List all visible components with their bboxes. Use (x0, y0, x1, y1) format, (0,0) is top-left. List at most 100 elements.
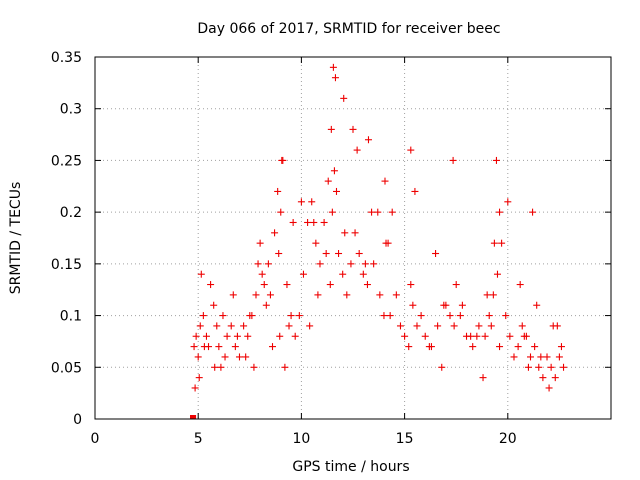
data-point (215, 343, 223, 351)
data-point (353, 146, 361, 154)
data-point (533, 301, 541, 309)
data-points (190, 63, 568, 419)
data-point (557, 343, 565, 351)
y-tick-label: 0.25 (51, 153, 82, 169)
data-point (277, 208, 285, 216)
data-point (289, 218, 297, 226)
y-tick-label: 0.15 (51, 257, 82, 273)
data-point (370, 260, 378, 268)
data-point (244, 332, 252, 340)
data-point (281, 363, 289, 371)
data-point (199, 312, 207, 320)
data-point (456, 312, 464, 320)
data-point (359, 270, 367, 278)
data-point (442, 301, 450, 309)
data-point (276, 332, 284, 340)
data-point (409, 301, 417, 309)
y-tick-label: 0.2 (60, 205, 82, 221)
data-point (231, 343, 239, 351)
grid-lines (95, 57, 611, 419)
data-point (388, 208, 396, 216)
data-point (221, 353, 229, 361)
data-point (258, 270, 266, 278)
data-point (297, 198, 305, 206)
x-tick-label: 0 (91, 431, 100, 447)
data-point (504, 198, 512, 206)
data-point (506, 332, 514, 340)
data-point (361, 260, 369, 268)
chart-title: Day 066 of 2017, SRMTID for receiver bee… (197, 21, 500, 37)
data-point (545, 384, 553, 392)
data-point (274, 187, 282, 195)
data-point (396, 322, 404, 330)
data-point (555, 353, 563, 361)
data-point (349, 125, 357, 133)
data-point (382, 239, 390, 247)
data-point (254, 260, 262, 268)
data-point (492, 156, 500, 164)
data-point (421, 332, 429, 340)
data-point (219, 312, 227, 320)
data-point (211, 363, 219, 371)
x-tick-label: 5 (194, 431, 203, 447)
data-point (438, 363, 446, 371)
data-point (392, 291, 400, 299)
data-point (496, 208, 504, 216)
data-point (510, 353, 518, 361)
data-point (269, 343, 277, 351)
y-tick-label: 0.35 (51, 50, 82, 66)
data-point (341, 229, 349, 237)
data-point (240, 322, 248, 330)
data-point (250, 363, 258, 371)
tick-labels: 0 5 10 15 20 0 0.05 0.1 0.15 0.2 0.25 0.3 0.35 (51, 50, 517, 447)
data-point (458, 301, 466, 309)
data-point (278, 156, 286, 164)
x-tick-label: 10 (292, 431, 310, 447)
data-point (539, 374, 547, 382)
data-point (343, 291, 351, 299)
data-point (308, 198, 316, 206)
data-point (363, 281, 371, 289)
data-point (376, 291, 384, 299)
data-point (518, 322, 526, 330)
data-point (374, 208, 382, 216)
data-point (213, 322, 221, 330)
data-point (543, 353, 551, 361)
data-point (489, 291, 497, 299)
y-axis-label: SRMTID / TECUs (8, 182, 24, 295)
data-point (380, 312, 388, 320)
data-point (340, 94, 348, 102)
data-point (467, 332, 475, 340)
data-point (529, 208, 537, 216)
y-tick-label: 0.3 (60, 102, 82, 118)
data-point (316, 260, 324, 268)
data-point (324, 177, 332, 185)
data-point (407, 281, 415, 289)
data-point (347, 260, 355, 268)
data-point (405, 343, 413, 351)
data-point (312, 239, 320, 247)
data-point (196, 322, 204, 330)
data-point (496, 343, 504, 351)
data-point (326, 281, 334, 289)
data-point (304, 218, 312, 226)
data-point (351, 229, 359, 237)
data-point (191, 384, 199, 392)
data-point (537, 353, 545, 361)
data-point (469, 343, 477, 351)
plot-frame (94, 56, 612, 420)
data-point (207, 281, 215, 289)
data-point (417, 312, 425, 320)
data-point (262, 301, 270, 309)
data-point (407, 146, 415, 154)
data-point (291, 332, 299, 340)
data-point (531, 343, 539, 351)
data-point (535, 363, 543, 371)
data-point (520, 332, 528, 340)
data-point (514, 343, 522, 351)
data-point (310, 218, 318, 226)
y-tick-label: 0 (73, 412, 82, 428)
data-point (516, 281, 524, 289)
data-point (498, 239, 506, 247)
data-point (260, 281, 268, 289)
